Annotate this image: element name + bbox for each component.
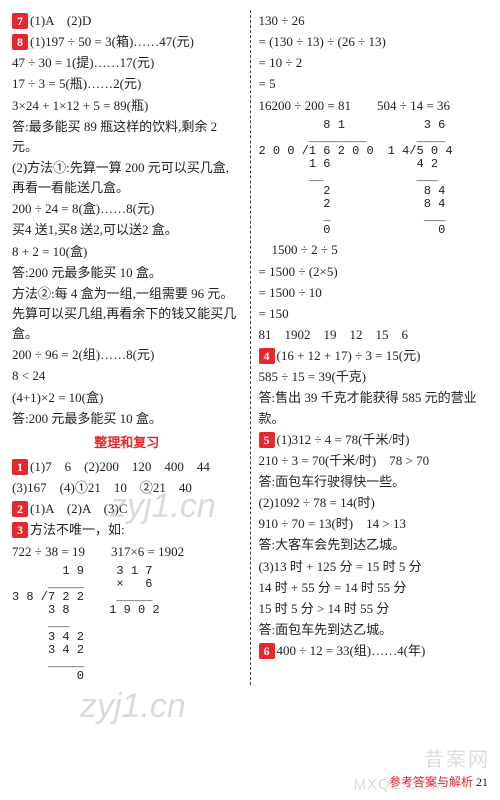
- q5-text: (1)312 ÷ 4 = 78(千米/时): [277, 432, 410, 447]
- q8a-text: (1)197 ÷ 50 = 3(箱)……47(元): [30, 34, 194, 49]
- l08: 8 + 2 = 10(盒): [12, 242, 242, 262]
- r19: 15 时 5 分 > 14 时 55 分: [259, 599, 489, 619]
- num-8: 8: [12, 34, 28, 50]
- q1b: (3)167 (4)①21 10 ②21 40: [12, 478, 242, 498]
- r04a: 16200 ÷ 200 = 81: [259, 98, 351, 113]
- r20: 答:面包车先到达乙城。: [259, 620, 489, 640]
- r02: = 10 ÷ 2: [259, 53, 489, 73]
- q4-text: (16 + 12 + 17) ÷ 3 = 15(元): [277, 348, 421, 363]
- column-divider: [250, 10, 251, 685]
- r15: 910 ÷ 70 = 13(时) 14 > 13: [259, 514, 489, 534]
- q6-line: 6400 ÷ 12 = 33(组)……4(年): [259, 641, 489, 661]
- r05: 1500 ÷ 2 ÷ 5: [259, 240, 489, 260]
- l13: (4+1)×2 = 10(盒): [12, 388, 242, 408]
- long-division-1: 1 9 _____ 3 8 /7 2 2 3 8 ___ 3 4 2 3 4 2…: [12, 565, 84, 684]
- num-6: 6: [259, 643, 275, 659]
- q5-line: 5(1)312 ÷ 4 = 78(千米/时): [259, 430, 489, 450]
- l06: 200 ÷ 24 = 8(盒)……8(元): [12, 199, 242, 219]
- num-7: 7: [12, 13, 28, 29]
- q8-line: 8(1)197 ÷ 50 = 3(箱)……47(元): [12, 32, 242, 52]
- q3-text: 方法不唯一，如:: [30, 522, 125, 537]
- l05: (2)方法①:先算一算 200 元可以买几盒,再看一看能送几盒。: [12, 158, 242, 198]
- num-2: 2: [12, 501, 28, 517]
- section-title: 整理和复习: [12, 433, 242, 453]
- l11: 200 ÷ 96 = 2(组)……8(元): [12, 345, 242, 365]
- r13: 答:面包车行驶得快一些。: [259, 472, 489, 492]
- l12: 8 < 24: [12, 366, 242, 386]
- l14: 答:200 元最多能买 10 盒。: [12, 409, 242, 429]
- long-division-3: 3 6 ____ 1 4/5 0 4 4 2 ___ 8 4 8 4 ___ 0: [388, 119, 453, 238]
- q7-line: 7(1)A (2)D: [12, 11, 242, 31]
- r01: = (130 ÷ 13) ÷ (26 ÷ 13): [259, 32, 489, 52]
- l09: 答:200 元最多能买 10 盒。: [12, 263, 242, 283]
- r04: 16200 ÷ 200 = 81 504 ÷ 14 = 36: [259, 96, 489, 116]
- r03: = 5: [259, 74, 489, 94]
- footer: 参考答案与解析 21: [389, 773, 488, 792]
- l04: 答:最多能买 89 瓶这样的饮料,剩余 2 元。: [12, 117, 242, 157]
- q1-text: (1)7 6 (2)200 120 400 44: [30, 459, 210, 474]
- page: 7(1)A (2)D 8(1)197 ÷ 50 = 3(箱)……47(元) 47…: [0, 0, 500, 715]
- footer-label: 参考答案与解析: [389, 775, 473, 789]
- num-5: 5: [259, 432, 275, 448]
- r18: 14 时 + 55 分 = 14 时 55 分: [259, 578, 489, 598]
- r09: 81 1902 19 12 15 6: [259, 325, 489, 345]
- r10: 585 ÷ 15 = 39(千克): [259, 367, 489, 387]
- r06: = 1500 ÷ (2×5): [259, 262, 489, 282]
- footer-page: 21: [476, 775, 488, 789]
- q3-line: 3方法不唯一，如:: [12, 520, 242, 540]
- q7-text: (1)A (2)D: [30, 13, 91, 28]
- q1-line: 1(1)7 6 (2)200 120 400 44: [12, 457, 242, 477]
- left-column: 7(1)A (2)D 8(1)197 ÷ 50 = 3(箱)……47(元) 47…: [12, 10, 242, 685]
- l10: 方法②:每 4 盒为一组,一组需要 96 元。先算可以买几组,再看余下的钱又能买…: [12, 284, 242, 344]
- num-4: 4: [259, 348, 275, 364]
- l01: 47 ÷ 30 = 1(提)……17(元): [12, 53, 242, 73]
- long-division-2: 8 1 ________ 2 0 0 /1 6 2 0 0 1 6 __ 2 2…: [259, 119, 374, 238]
- r16: 答:大客车会先到达乙城。: [259, 535, 489, 555]
- multiplication-1: 3 1 7 × 6 _____ 1 9 0 2: [102, 565, 160, 618]
- l07: 买4 送1,买8 送2,可以送2 盒。: [12, 220, 242, 240]
- r08: = 150: [259, 304, 489, 324]
- r04b: 504 ÷ 14 = 36: [377, 98, 450, 113]
- q3a: 722 ÷ 38 = 19 317×6 = 1902: [12, 542, 242, 562]
- r14: (2)1092 ÷ 78 = 14(时): [259, 493, 489, 513]
- q2-line: 2(1)A (2)A (3)C: [12, 499, 242, 519]
- q4-line: 4(16 + 12 + 17) ÷ 3 = 15(元): [259, 346, 489, 366]
- right-column: 130 ÷ 26 = (130 ÷ 13) ÷ (26 ÷ 13) = 10 ÷…: [259, 10, 489, 685]
- q2-text: (1)A (2)A (3)C: [30, 501, 128, 516]
- r11: 答:售出 39 千克才能获得 585 元的营业款。: [259, 388, 489, 428]
- num-3: 3: [12, 522, 28, 538]
- r17: (3)13 时 + 125 分 = 15 时 5 分: [259, 557, 489, 577]
- num-1: 1: [12, 459, 28, 475]
- q6-text: 400 ÷ 12 = 33(组)……4(年): [277, 643, 426, 658]
- l02: 17 ÷ 3 = 5(瓶)……2(元): [12, 74, 242, 94]
- r00: 130 ÷ 26: [259, 11, 489, 31]
- l03: 3×24 + 1×12 + 5 = 89(瓶): [12, 96, 242, 116]
- r07: = 1500 ÷ 10: [259, 283, 489, 303]
- watermark-brand: 昔案网: [424, 745, 490, 776]
- r12: 210 ÷ 3 = 70(千米/时) 78 > 70: [259, 451, 489, 471]
